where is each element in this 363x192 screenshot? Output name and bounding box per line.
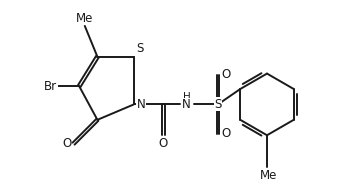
Text: H: H — [183, 92, 191, 102]
Text: S: S — [136, 42, 144, 55]
Text: N: N — [182, 98, 191, 111]
Text: S: S — [214, 98, 222, 111]
Text: Me: Me — [76, 12, 94, 25]
Text: O: O — [221, 69, 231, 81]
Text: O: O — [159, 137, 168, 150]
Text: O: O — [62, 137, 72, 150]
Text: Me: Me — [260, 169, 277, 182]
Text: Br: Br — [44, 80, 57, 93]
Text: O: O — [221, 127, 231, 140]
Text: N: N — [136, 98, 146, 111]
